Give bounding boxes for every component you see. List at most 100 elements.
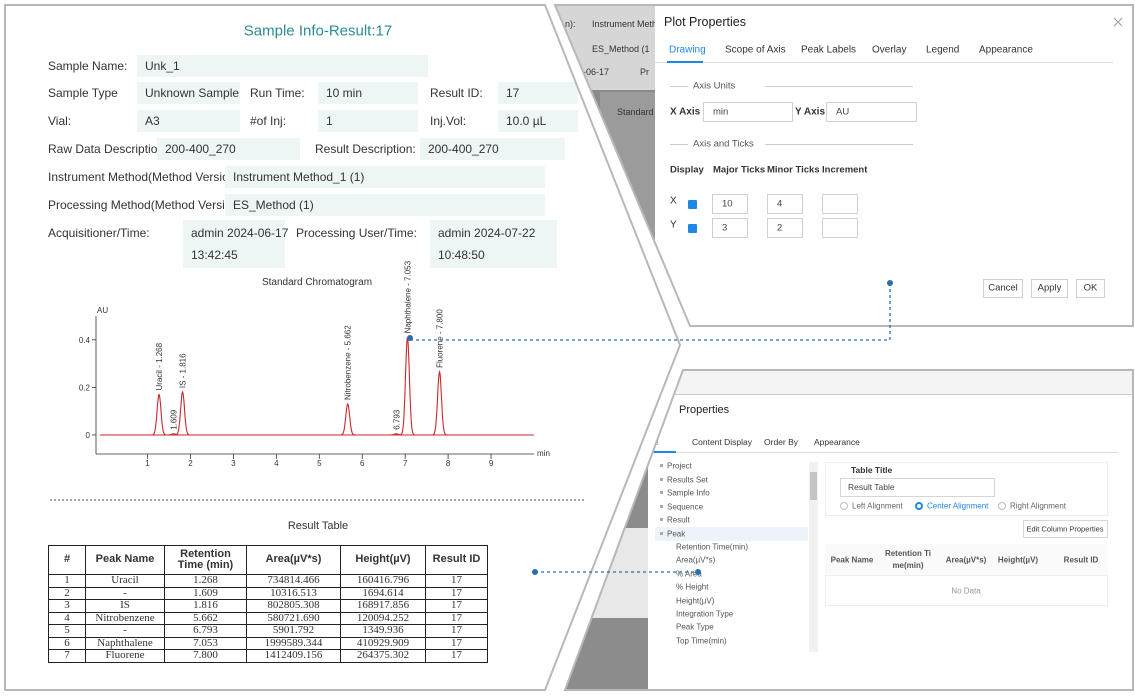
peak	[426, 369, 453, 436]
x-axis-label: min	[537, 449, 550, 458]
cell: 1999589.344	[246, 636, 341, 650]
tree-node[interactable]: Peak Type	[676, 622, 714, 632]
radio[interactable]	[998, 502, 1006, 510]
cell: -	[85, 586, 165, 600]
cell: 580721.690	[246, 611, 341, 625]
tree-node[interactable]: Result	[667, 515, 690, 525]
cell: 1349.936	[340, 624, 426, 638]
tab[interactable]: Scope of Axis	[725, 44, 786, 56]
report-title: Sample Info-Result:17	[243, 22, 393, 40]
input[interactable]	[822, 218, 858, 238]
field-value: 10.0 µL	[506, 114, 547, 128]
tree-node[interactable]: Integration Type	[676, 609, 734, 619]
input-value: AU	[836, 106, 850, 118]
tree-node[interactable]: Project	[667, 461, 692, 471]
field-value: 1	[326, 114, 333, 128]
input[interactable]	[712, 218, 748, 238]
field-label: Result Description:	[315, 142, 416, 156]
radio-label[interactable]: Right Alignment	[1010, 501, 1067, 511]
scroll-thumb	[810, 472, 817, 500]
cell: 7.053	[164, 636, 247, 650]
cell: 1.816	[164, 599, 247, 613]
section-heading: Axis Units	[693, 80, 736, 92]
tree-node[interactable]: Area(µV*s)	[676, 555, 716, 565]
row: 6 Naphthalene 7.053 1999589.344 410929.909 17	[48, 636, 488, 650]
cell: 120094.252	[340, 611, 426, 625]
tab-rule	[648, 452, 1118, 453]
cell: 1412409.156	[246, 649, 341, 663]
header-row: # Peak Name Retention Time (min) Area(µV*s)…	[48, 545, 488, 575]
row: 5-6.793 5901.792 1349.936 17	[48, 624, 488, 638]
tree-node[interactable]: Results Set	[667, 475, 708, 484]
column-header: Display	[670, 164, 704, 176]
y-tick-label: 0	[86, 431, 91, 440]
cell: 17	[425, 574, 488, 588]
tab[interactable]: Peak Labels	[801, 44, 857, 56]
y-tick-label: 0.2	[79, 383, 91, 392]
tab-rule	[655, 62, 1113, 63]
section-heading: Axis and Ticks	[693, 138, 754, 150]
radio-label[interactable]: Center Alignment	[927, 501, 989, 511]
tree-node[interactable]: Sample Info	[667, 488, 710, 498]
tab-indicator	[648, 451, 676, 453]
input[interactable]	[822, 194, 858, 214]
cell: Naphthalene	[85, 636, 165, 650]
column-header: Area(µV*s)	[945, 555, 987, 565]
cell: 2	[48, 586, 86, 600]
header-cell: Retention Time (min)	[164, 545, 247, 575]
button-label[interactable]: Edit Column Properties	[1026, 524, 1104, 534]
field-value: Unknown Sample	[145, 86, 240, 100]
radio[interactable]	[840, 502, 848, 510]
field-value: Unk_1	[145, 59, 180, 73]
tab[interactable]: Table	[648, 437, 659, 447]
field-value: 200-400_270	[428, 142, 499, 156]
x-tick-label: 6	[360, 459, 365, 468]
tab[interactable]: Legend	[926, 44, 960, 56]
x-tick-label: 3	[231, 459, 236, 468]
tree-node[interactable]: % Area	[676, 569, 702, 579]
input[interactable]	[767, 218, 803, 238]
y-tick-label: 0.4	[79, 336, 91, 345]
tree-node[interactable]: Sequence	[667, 502, 704, 511]
cell: 1694.614	[340, 586, 426, 600]
tab[interactable]: Appearance	[814, 437, 860, 447]
tab[interactable]: Content Display	[692, 437, 753, 447]
x-tick-label: 2	[188, 459, 193, 468]
section-rule	[670, 144, 688, 145]
peak-label: Naphthalene - 7.053	[403, 260, 412, 333]
peak-label: Uracil - 1.268	[155, 342, 164, 390]
cell: Fluorene	[85, 649, 165, 663]
input[interactable]	[767, 194, 803, 214]
field-value: ES_Method (1)	[233, 198, 314, 212]
field-label: #of Inj:	[250, 114, 287, 128]
tab[interactable]: Overlay	[872, 44, 907, 56]
tree-node[interactable]: Peak	[667, 529, 686, 538]
checkbox[interactable]	[688, 224, 697, 233]
cell: 7.800	[164, 649, 247, 663]
field-label: Processing Method(Method Version):	[48, 198, 246, 212]
axis-name: Y	[670, 219, 677, 231]
tree-node[interactable]: Retention Time(min)	[676, 542, 749, 552]
tree-caret	[660, 504, 663, 508]
background-text: ES_Method (1	[592, 44, 650, 54]
tree-node[interactable]: Top Time(min)	[676, 636, 727, 646]
cell: 10316.513	[246, 586, 341, 600]
tab[interactable]: Appearance	[979, 44, 1033, 56]
cell: 168917.856	[340, 599, 426, 613]
radio-label[interactable]: Left Alignment	[852, 501, 903, 511]
peak-label: 1.609	[170, 409, 179, 430]
tree-node[interactable]: % Height	[676, 582, 709, 592]
field-label: Sample Name:	[48, 59, 128, 73]
tab[interactable]: Order By	[764, 437, 799, 447]
checkbox[interactable]	[688, 200, 697, 209]
field-box	[137, 55, 428, 77]
field-value: 17	[506, 86, 520, 100]
field-label: Acquisitioner/Time:	[48, 226, 150, 240]
tab[interactable]: Drawing	[669, 44, 706, 56]
cell: 5.662	[164, 611, 247, 625]
tree-node[interactable]: Height(µV)	[676, 596, 715, 606]
radio[interactable]	[915, 502, 923, 510]
button-label: Cancel	[988, 282, 1018, 294]
cell: 1.609	[164, 586, 247, 600]
axis-name: X	[670, 195, 677, 207]
